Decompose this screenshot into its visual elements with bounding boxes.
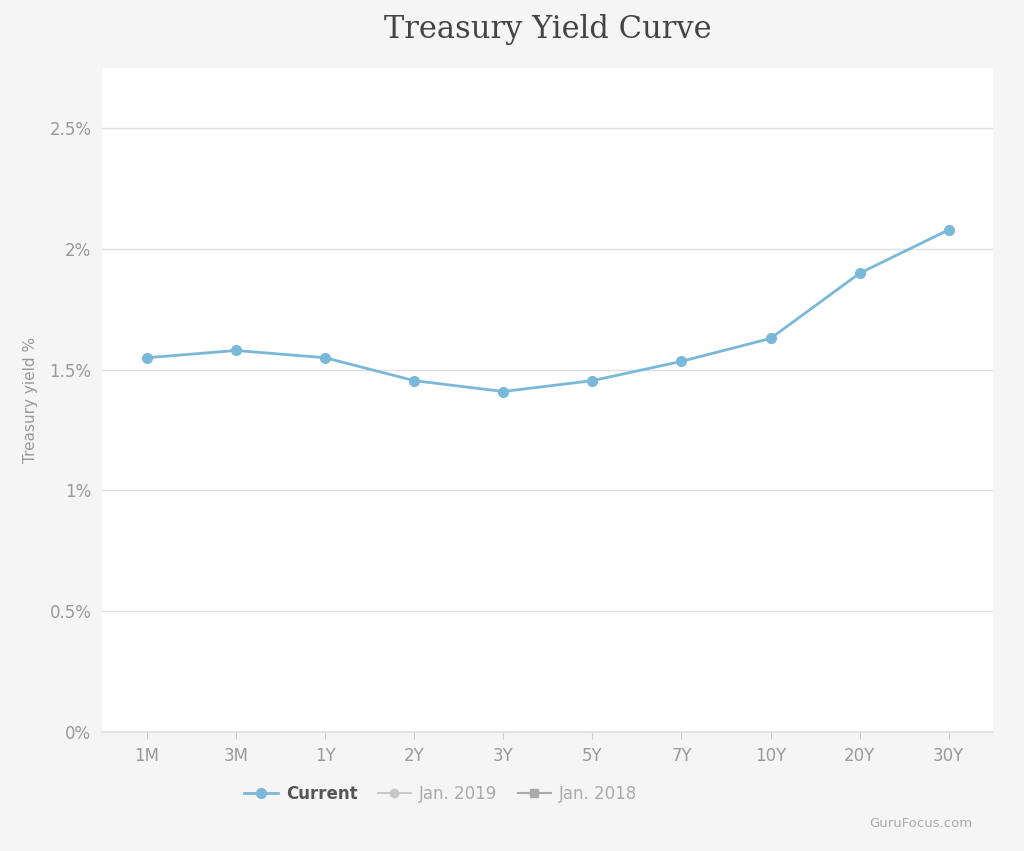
Text: GuruFocus.com: GuruFocus.com	[869, 817, 973, 830]
Current	[943, 225, 955, 235]
Current	[141, 352, 154, 363]
Legend: Current, Jan. 2019, Jan. 2018: Current, Jan. 2019, Jan. 2018	[238, 779, 644, 810]
Title: Treasury Yield Curve: Treasury Yield Curve	[384, 14, 712, 44]
Current	[676, 357, 688, 367]
Line: Current: Current	[142, 225, 953, 397]
Current	[854, 268, 866, 278]
Current	[498, 386, 510, 397]
Current	[408, 375, 421, 386]
Current	[230, 346, 243, 356]
Current	[765, 334, 777, 344]
Current	[586, 375, 598, 386]
Y-axis label: Treasury yield %: Treasury yield %	[24, 337, 38, 463]
Current	[319, 352, 332, 363]
